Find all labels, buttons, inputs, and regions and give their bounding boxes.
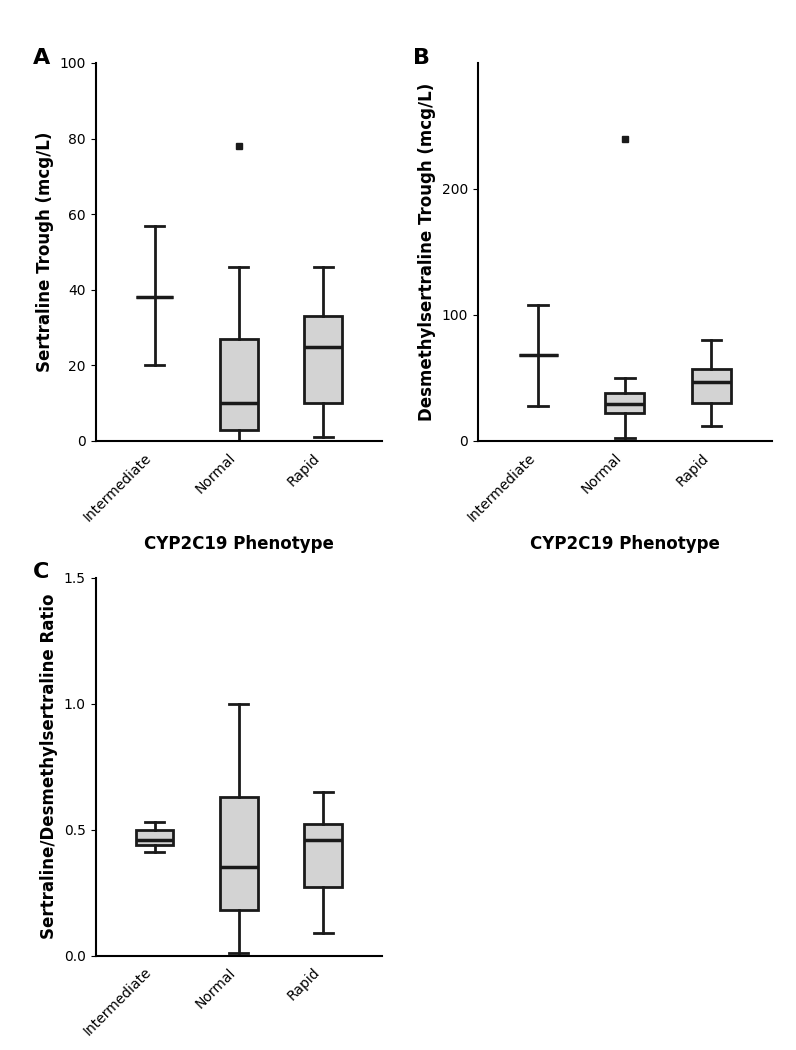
PathPatch shape xyxy=(220,339,258,429)
PathPatch shape xyxy=(606,393,644,414)
PathPatch shape xyxy=(220,797,258,910)
X-axis label: CYP2C19 Phenotype: CYP2C19 Phenotype xyxy=(144,536,334,553)
Text: A: A xyxy=(33,48,49,68)
Text: C: C xyxy=(33,563,49,583)
Text: B: B xyxy=(413,48,430,68)
PathPatch shape xyxy=(304,824,342,887)
Y-axis label: Sertraline/Desmethylsertraline Ratio: Sertraline/Desmethylsertraline Ratio xyxy=(41,593,58,940)
PathPatch shape xyxy=(135,830,174,844)
X-axis label: CYP2C19 Phenotype: CYP2C19 Phenotype xyxy=(530,536,720,553)
PathPatch shape xyxy=(304,316,342,403)
Y-axis label: Sertraline Trough (mcg/L): Sertraline Trough (mcg/L) xyxy=(36,132,54,372)
Y-axis label: Desmethylsertraline Trough (mcg/L): Desmethylsertraline Trough (mcg/L) xyxy=(418,83,436,421)
PathPatch shape xyxy=(692,370,731,403)
